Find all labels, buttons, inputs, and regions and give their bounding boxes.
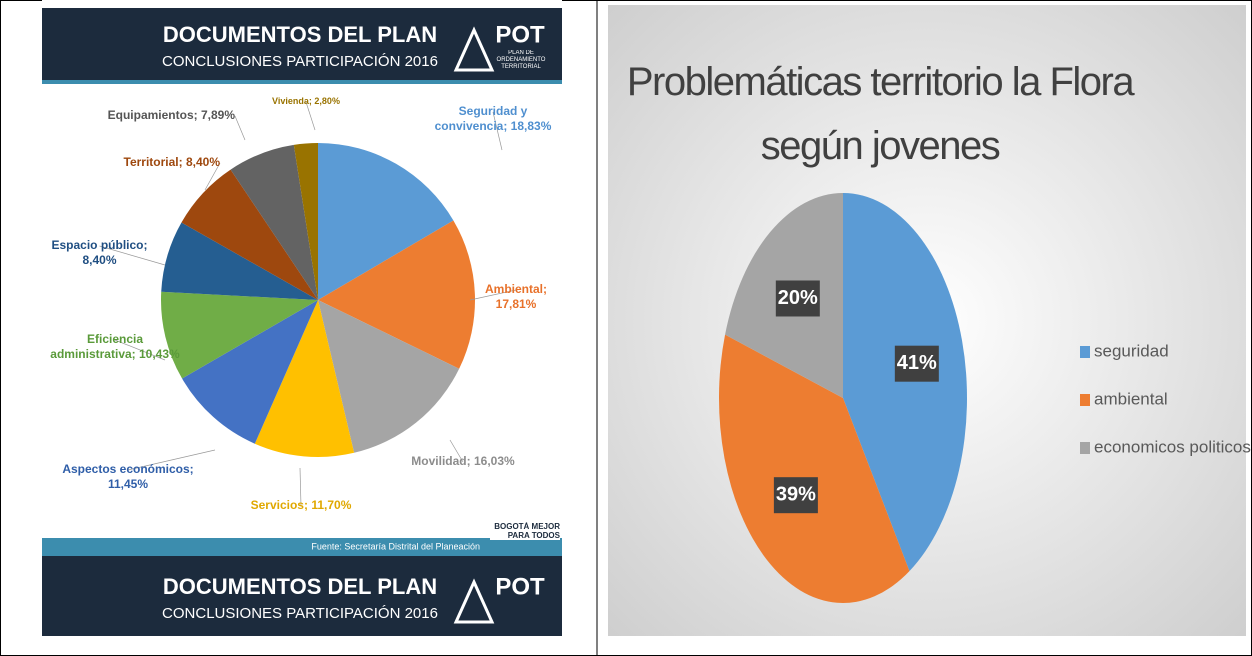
legend-swatch	[1080, 442, 1090, 454]
title-box: Problemáticas territorio la Flora según …	[626, 60, 1135, 168]
category-label: Vivienda;	[272, 96, 312, 106]
data-label: Espacio público; 8,40%	[42, 238, 157, 268]
label-box: Vivienda; 2,80%	[246, 94, 366, 109]
label-box: Movilidad; 16,03%	[408, 454, 518, 469]
city-logo: BOGOTÁ MEJOR PARA TODOS	[490, 522, 560, 540]
leader-line	[299, 467, 302, 507]
category-label: Equipamientos;	[107, 108, 198, 122]
label-box: Seguridad y convivencia; 18,83%	[428, 104, 558, 134]
chart-title: Problemáticas territorio la Flora según …	[626, 60, 1135, 168]
source-band	[42, 538, 562, 556]
label-box: Aspectos económicos; 11,45%	[48, 462, 208, 492]
pie-slice	[161, 222, 318, 300]
pie-slice	[254, 300, 355, 457]
header-stripe	[42, 80, 562, 84]
subheading: CONCLUSIONES PARTICIPACIÓN 2016	[162, 53, 438, 70]
data-label: Aspectos económicos; 11,45%	[48, 462, 208, 492]
leader-line	[99, 245, 166, 266]
pie-slice	[718, 334, 910, 604]
data-label: 20%	[778, 287, 818, 309]
pie-slice	[181, 169, 318, 300]
data-label: 41%	[897, 352, 937, 374]
logo-sub-box: PLAN DE ORDENAMIENTO TERRITORIAL	[496, 50, 546, 70]
legend-label: seguridad	[1094, 341, 1169, 360]
logo-sub: PLAN DE ORDENAMIENTO TERRITORIAL	[496, 50, 546, 70]
leader-line	[305, 101, 316, 131]
category-label: Ambiental;	[484, 282, 547, 296]
data-label: 39%	[776, 483, 816, 505]
pie-slice	[318, 220, 476, 369]
data-label: Movilidad; 16,03%	[408, 454, 518, 469]
value-label: 16,03%	[473, 454, 515, 468]
heading-repeat: DOCUMENTOS DEL PLAN	[163, 574, 437, 599]
label-box: Territorial; 8,40%	[80, 155, 221, 170]
data-label: Ambiental; 17,81%	[470, 282, 562, 312]
data-label: Servicios; 11,70%	[226, 498, 376, 513]
label-box: Espacio público; 8,40%	[42, 238, 157, 268]
legend-label: economicos politicos	[1094, 437, 1251, 456]
pie-slice	[293, 143, 318, 300]
subheading-repeat: CONCLUSIONES PARTICIPACIÓN 2016	[162, 605, 438, 622]
pie-slice	[318, 300, 460, 453]
data-label: Equipamientos; 7,89%	[95, 108, 235, 123]
leader-line	[204, 162, 221, 191]
heading: DOCUMENTOS DEL PLAN	[163, 22, 437, 47]
pie-slice	[843, 193, 968, 572]
label-bg	[773, 477, 818, 514]
value-label: 2,80%	[314, 96, 340, 106]
leader-line	[449, 439, 464, 463]
logo-icon	[453, 26, 495, 72]
data-label: Seguridad y convivencia; 18,83%	[428, 104, 558, 134]
value-label: 8,40%	[185, 155, 220, 169]
leader-line	[469, 289, 517, 301]
header-band	[42, 8, 562, 80]
leader-line	[127, 449, 216, 471]
pie-slice	[161, 291, 318, 379]
leader-line	[234, 115, 246, 141]
logo-repeat: POT	[495, 573, 545, 600]
category-label: Servicios;	[250, 498, 308, 512]
value-label: 8,40%	[82, 253, 117, 267]
label-bg	[775, 280, 820, 317]
category-label: Seguridad y convivencia;	[434, 104, 528, 133]
pie-slice	[182, 300, 318, 444]
pie-slice	[318, 143, 454, 300]
label-box: Eficiencia administrativa; 10,43%	[50, 332, 180, 362]
value-label: 18,83%	[510, 119, 552, 133]
value-label: 7,89%	[200, 108, 235, 122]
category-label: Aspectos económicos;	[62, 462, 194, 476]
leader-line	[114, 339, 166, 361]
data-label: Eficiencia administrativa; 10,43%	[50, 332, 180, 362]
value-label: 10,43%	[139, 347, 180, 361]
logo-icon-repeat	[453, 578, 495, 624]
label-box: Servicios; 11,70%	[226, 498, 376, 513]
logo: POT	[495, 21, 545, 48]
pie-slice	[230, 144, 318, 300]
value-label: 17,81%	[495, 297, 537, 311]
legend-swatch	[1080, 394, 1090, 406]
data-label: Territorial; 8,40%	[80, 155, 221, 170]
legend-swatch	[1080, 346, 1090, 358]
label-box: Ambiental; 17,81%	[470, 282, 562, 312]
legend-label: ambiental	[1094, 389, 1168, 408]
leader-line	[492, 111, 503, 151]
value-label: 11,70%	[311, 498, 352, 512]
source: Fuente: Secretaría Distrital del Planeac…	[311, 541, 480, 551]
city-logo-box: BOGOTÁ MEJOR PARA TODOS	[490, 522, 560, 540]
category-label: Movilidad;	[411, 454, 471, 468]
label-bg	[894, 345, 939, 382]
data-label: Vivienda; 2,80%	[246, 94, 366, 109]
label-box: Equipamientos; 7,89%	[95, 108, 235, 123]
category-label: Espacio público;	[51, 238, 148, 252]
value-label: 11,45%	[107, 477, 149, 491]
category-label: Eficiencia administrativa;	[50, 332, 144, 361]
category-label: Territorial;	[123, 155, 183, 169]
